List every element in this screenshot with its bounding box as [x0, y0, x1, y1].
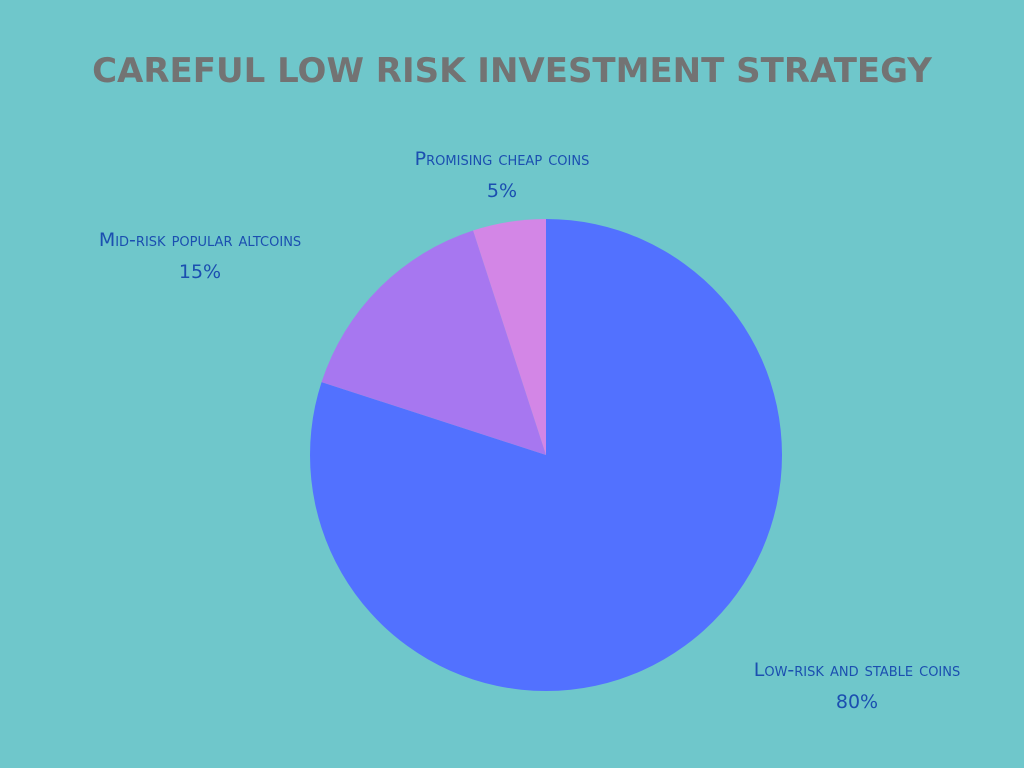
chart-title: CAREFUL LOW RISK INVESTMENT STRATEGY [92, 51, 932, 91]
slice-value-label: 5% [487, 180, 517, 202]
slice-label: Mid-risk popular altcoins [99, 229, 301, 251]
slice-label: Promising cheap coins [415, 148, 590, 170]
slice-label: Low-risk and stable coins [754, 659, 961, 681]
pie-slice [473, 219, 546, 455]
slice-value-label: 15% [179, 261, 221, 283]
slice-value-label: 80% [836, 691, 878, 713]
pie-slice [321, 230, 546, 455]
